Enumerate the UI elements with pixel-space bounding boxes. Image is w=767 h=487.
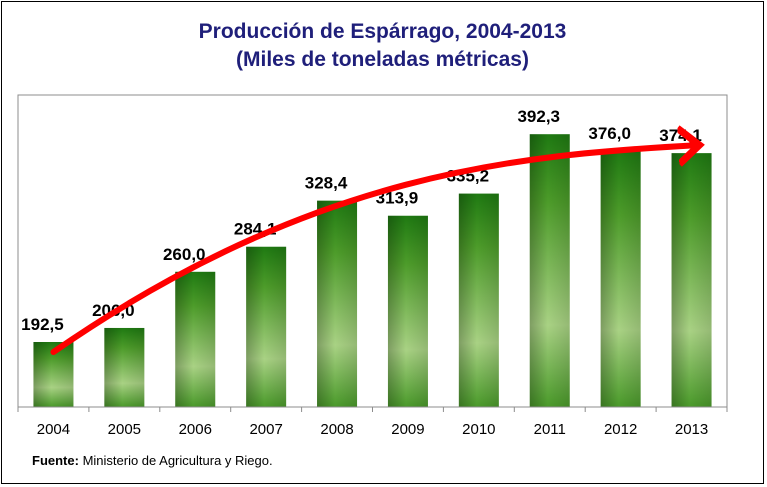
x-tick-label-2008: 2008 [320, 421, 353, 438]
source-text: Ministerio de Agricultura y Riego. [78, 453, 273, 468]
x-tick-label-2007: 2007 [249, 421, 282, 438]
chart-subtitle: (Miles de toneladas métricas) [236, 48, 529, 71]
trend-arrow [50, 145, 697, 355]
x-tick-label-2006: 2006 [179, 421, 212, 438]
bar-shade-2012 [600, 151, 641, 407]
bar-shade-2006 [175, 271, 216, 407]
source-note: Fuente: Ministerio de Agricultura y Rieg… [32, 453, 273, 468]
bar-shade-2005 [104, 327, 145, 407]
bar-shade-2009 [387, 215, 428, 407]
bar-shade-2007 [246, 246, 287, 407]
value-label-2011: 392,3 [517, 107, 560, 126]
value-label-2006: 260,0 [163, 245, 206, 264]
x-tick-label-2004: 2004 [37, 421, 70, 438]
bar-shade-2013 [671, 153, 712, 407]
chart-title: Producción de Espárrago, 2004-2013 [198, 20, 567, 43]
x-tick-label-2010: 2010 [462, 421, 495, 438]
value-label-2009: 313,9 [376, 189, 419, 208]
value-label-2004: 192,5 [21, 315, 64, 334]
x-tick-label-2009: 2009 [391, 421, 424, 438]
source-label: Fuente: [32, 453, 79, 468]
x-tick-label-2005: 2005 [108, 421, 141, 438]
value-label-2008: 328,4 [305, 174, 348, 193]
bar-shade-2011 [529, 134, 570, 407]
x-tick-label-2011: 2011 [534, 421, 566, 438]
x-tick-label-2012: 2012 [604, 421, 637, 438]
bar-shade-2008 [317, 200, 358, 407]
bar-shade-2010 [458, 193, 499, 407]
value-label-2012: 376,0 [588, 124, 631, 143]
x-tick-label-2013: 2013 [675, 421, 708, 438]
